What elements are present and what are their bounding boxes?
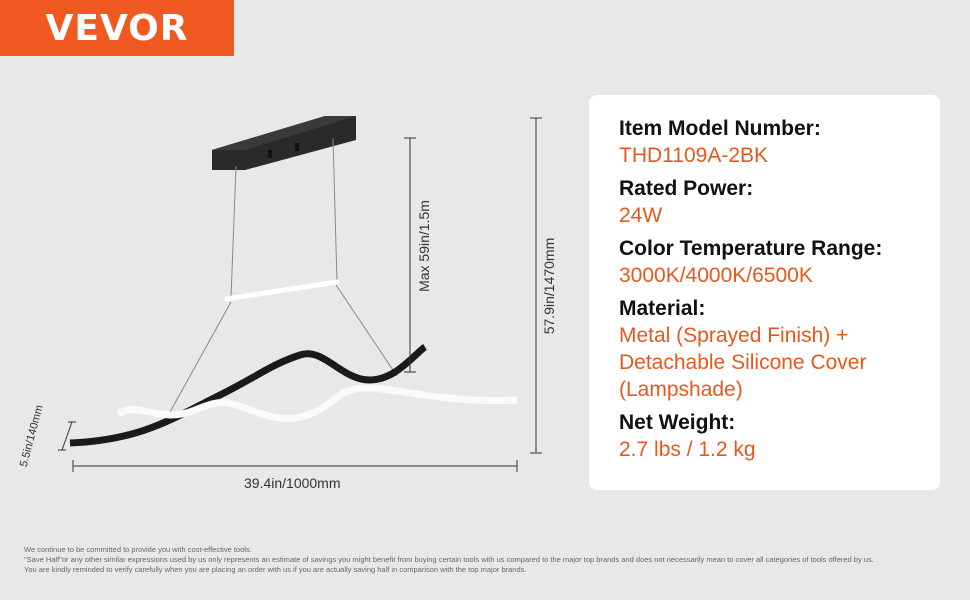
pendant-lamp-illustration: [58, 116, 542, 472]
spec-value: 24W: [619, 204, 663, 227]
spec-value: Metal (Sprayed Finish) + Detachable Sili…: [619, 324, 867, 401]
max-cord-dimension: Max 59in/1.5m: [416, 200, 432, 292]
black-wave-arm: [69, 344, 428, 447]
spec-label: Net Weight:: [619, 411, 736, 434]
adjuster-bar: [223, 279, 340, 302]
spec-label: Rated Power:: [619, 177, 754, 200]
height-dimension: 57.9in/1470mm: [541, 237, 557, 335]
spec-value: THD1109A-2BK: [619, 144, 769, 167]
ceiling-canopy: [212, 116, 356, 170]
spec-value: 2.7 lbs / 1.2 kg: [619, 438, 756, 461]
suspension-wires: [169, 137, 398, 413]
spec-label: Material:: [619, 297, 706, 320]
disclaimer: We continue to be committed to provide y…: [24, 545, 964, 575]
disclaimer-line: You are kindly reminded to verify carefu…: [24, 565, 527, 574]
dimension-lines: [58, 117, 542, 472]
spec-value: 3000K/4000K/6500K: [619, 264, 813, 287]
disclaimer-line: "Save Half"or any other similar expressi…: [24, 555, 874, 564]
disclaimer-line: We continue to be committed to provide y…: [24, 545, 252, 554]
white-led-arm: [116, 384, 518, 422]
spec-label: Color Temperature Range:: [619, 237, 883, 260]
spec-label: Item Model Number:: [619, 117, 821, 140]
vevor-logo: VEVOR: [0, 0, 234, 56]
width-dimension: 39.4in/1000mm: [244, 475, 341, 491]
spec-card: Item Model Number: THD1109A-2BK Rated Po…: [589, 95, 940, 490]
